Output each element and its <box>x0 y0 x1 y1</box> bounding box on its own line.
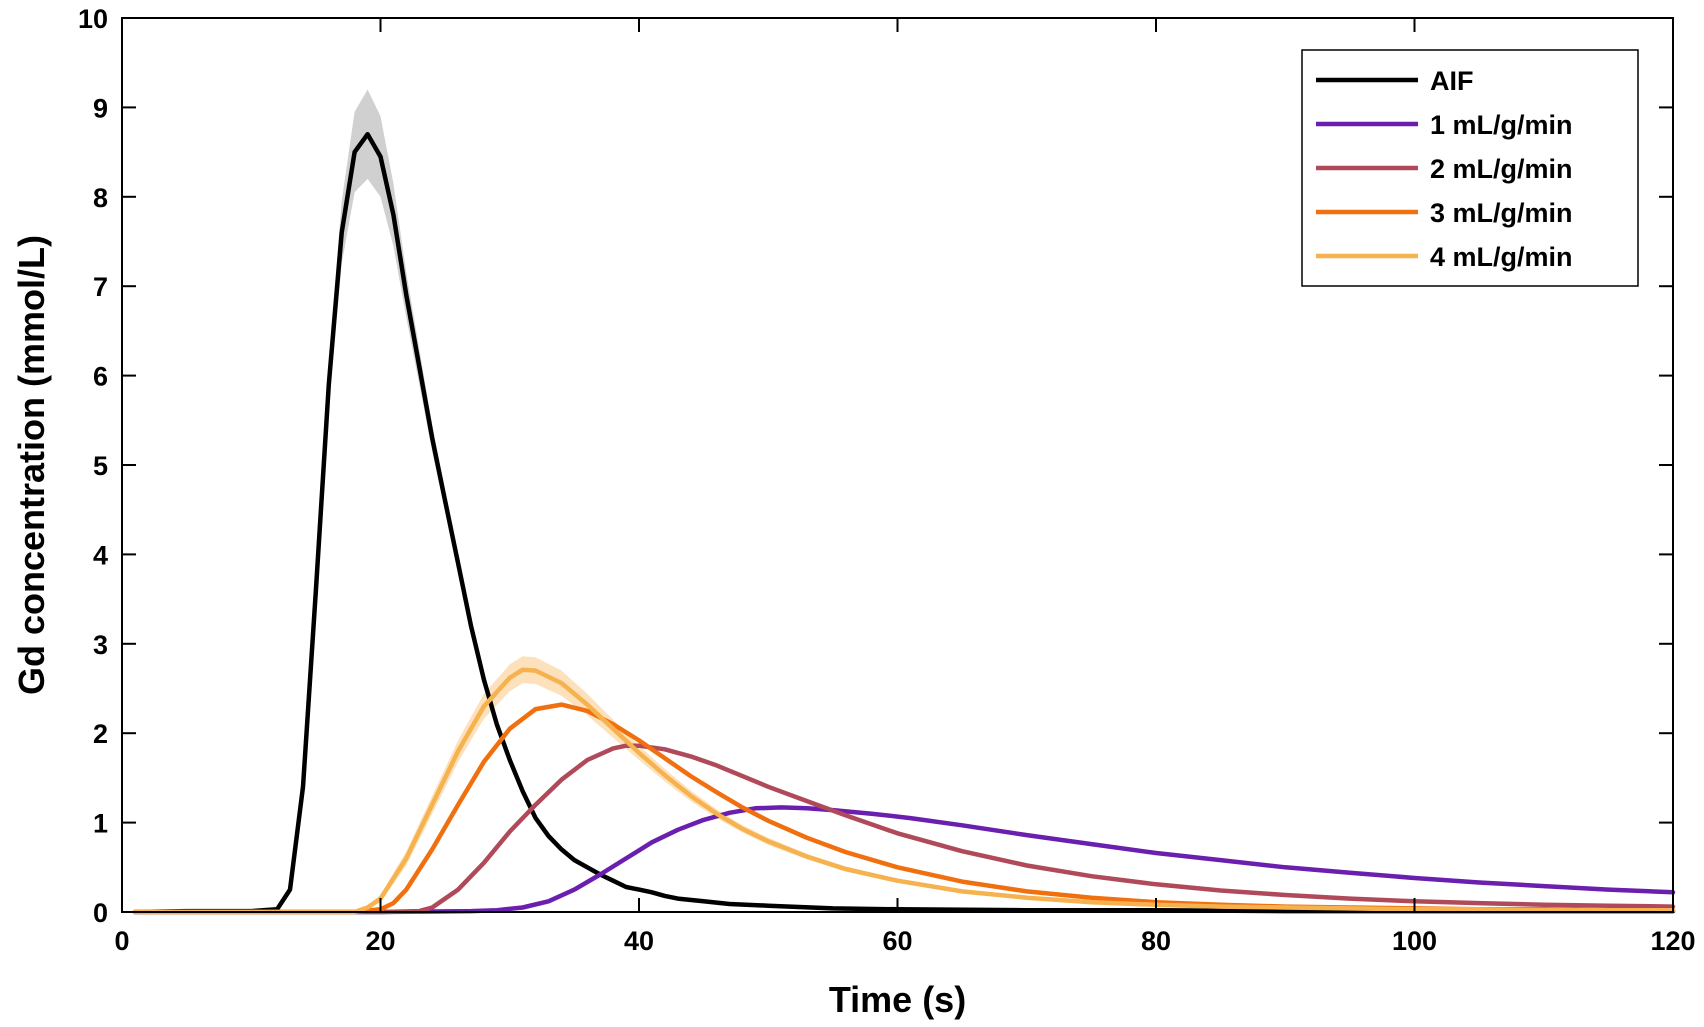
x-tick-label: 0 <box>114 926 129 956</box>
x-tick-label: 100 <box>1392 926 1437 956</box>
y-tick-label: 1 <box>93 809 108 839</box>
series-line-2 <box>132 743 1676 915</box>
series-line-4 <box>132 667 1676 915</box>
x-tick-label: 80 <box>1141 926 1171 956</box>
y-tick-label: 8 <box>93 183 108 213</box>
y-tick-label: 2 <box>93 719 108 749</box>
x-tick-label: 20 <box>365 926 395 956</box>
y-tick-label: 3 <box>93 630 108 660</box>
legend-label-4: 4 mL/g/min <box>1430 242 1573 272</box>
series-lines <box>132 131 1676 915</box>
x-tick-label: 40 <box>624 926 654 956</box>
legend: AIF 1 mL/g/min 2 mL/g/min 3 mL/g/min 4 mL/g/… <box>1301 49 1639 287</box>
y-tick-label: 5 <box>93 451 108 481</box>
x-tick-label: 60 <box>882 926 912 956</box>
y-axis-label: Gd concentration (mmol/L) <box>11 235 52 695</box>
y-tick-label: 4 <box>93 540 108 570</box>
axis-tick-labels: 0 20 40 60 80 100 120 0 1 2 3 4 5 6 7 8 9 10 <box>78 4 1696 956</box>
legend-label-2: 2 mL/g/min <box>1430 154 1573 184</box>
legend-label-1: 1 mL/g/min <box>1430 110 1573 140</box>
legend-label-3: 3 mL/g/min <box>1430 198 1573 228</box>
axis-ticks <box>121 17 1674 913</box>
x-axis-label: Time (s) <box>829 979 966 1020</box>
x-tick-label: 120 <box>1650 926 1695 956</box>
y-tick-label: 6 <box>93 362 108 392</box>
y-tick-label: 9 <box>93 93 108 123</box>
series-line-0 <box>132 131 1676 915</box>
legend-label-0: AIF <box>1430 66 1474 96</box>
y-tick-label: 7 <box>93 272 108 302</box>
y-tick-label: 0 <box>93 898 108 928</box>
series-line-1 <box>132 805 1676 915</box>
y-tick-label: 10 <box>78 4 108 34</box>
